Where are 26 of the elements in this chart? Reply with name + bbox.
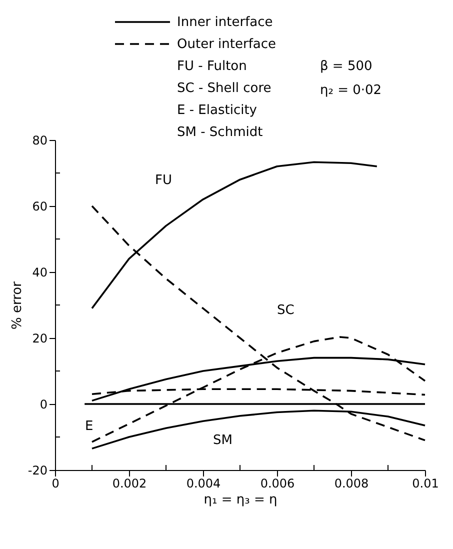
x-tick-label: 0.01 bbox=[412, 476, 439, 490]
text: β = 500 bbox=[320, 59, 372, 74]
text: E - Elasticity bbox=[177, 103, 258, 118]
x-axis-title: η₁ = η₃ = η bbox=[204, 492, 278, 508]
y-axis-title: % error bbox=[10, 280, 25, 330]
annotation: E bbox=[85, 419, 94, 434]
x-tick-label: 0.002 bbox=[112, 476, 147, 490]
y-tick-label: 20 bbox=[32, 332, 48, 346]
text: SM - Schmidt bbox=[177, 125, 263, 140]
x-tick-label: 0 bbox=[52, 476, 60, 490]
text: FU - Fulton bbox=[177, 59, 247, 74]
y-tick-label: 80 bbox=[32, 134, 48, 148]
x-tick-label: 0.004 bbox=[186, 476, 221, 490]
y-tick-label: 40 bbox=[32, 266, 48, 280]
legend-label: Inner interface bbox=[177, 15, 273, 30]
y-tick-label: 60 bbox=[32, 200, 48, 214]
text: η₂ = 0·02 bbox=[320, 83, 382, 98]
annotation: SM bbox=[213, 433, 232, 448]
x-tick-label: 0.006 bbox=[260, 476, 295, 490]
annotation: FU bbox=[155, 173, 172, 188]
x-tick-label: 0.008 bbox=[334, 476, 369, 490]
legend-label: Outer interface bbox=[177, 37, 276, 52]
text: SC - Shell core bbox=[177, 81, 272, 96]
y-tick-label: -20 bbox=[28, 464, 48, 478]
y-tick-label: 0 bbox=[40, 398, 48, 412]
annotation: SC bbox=[277, 303, 294, 318]
